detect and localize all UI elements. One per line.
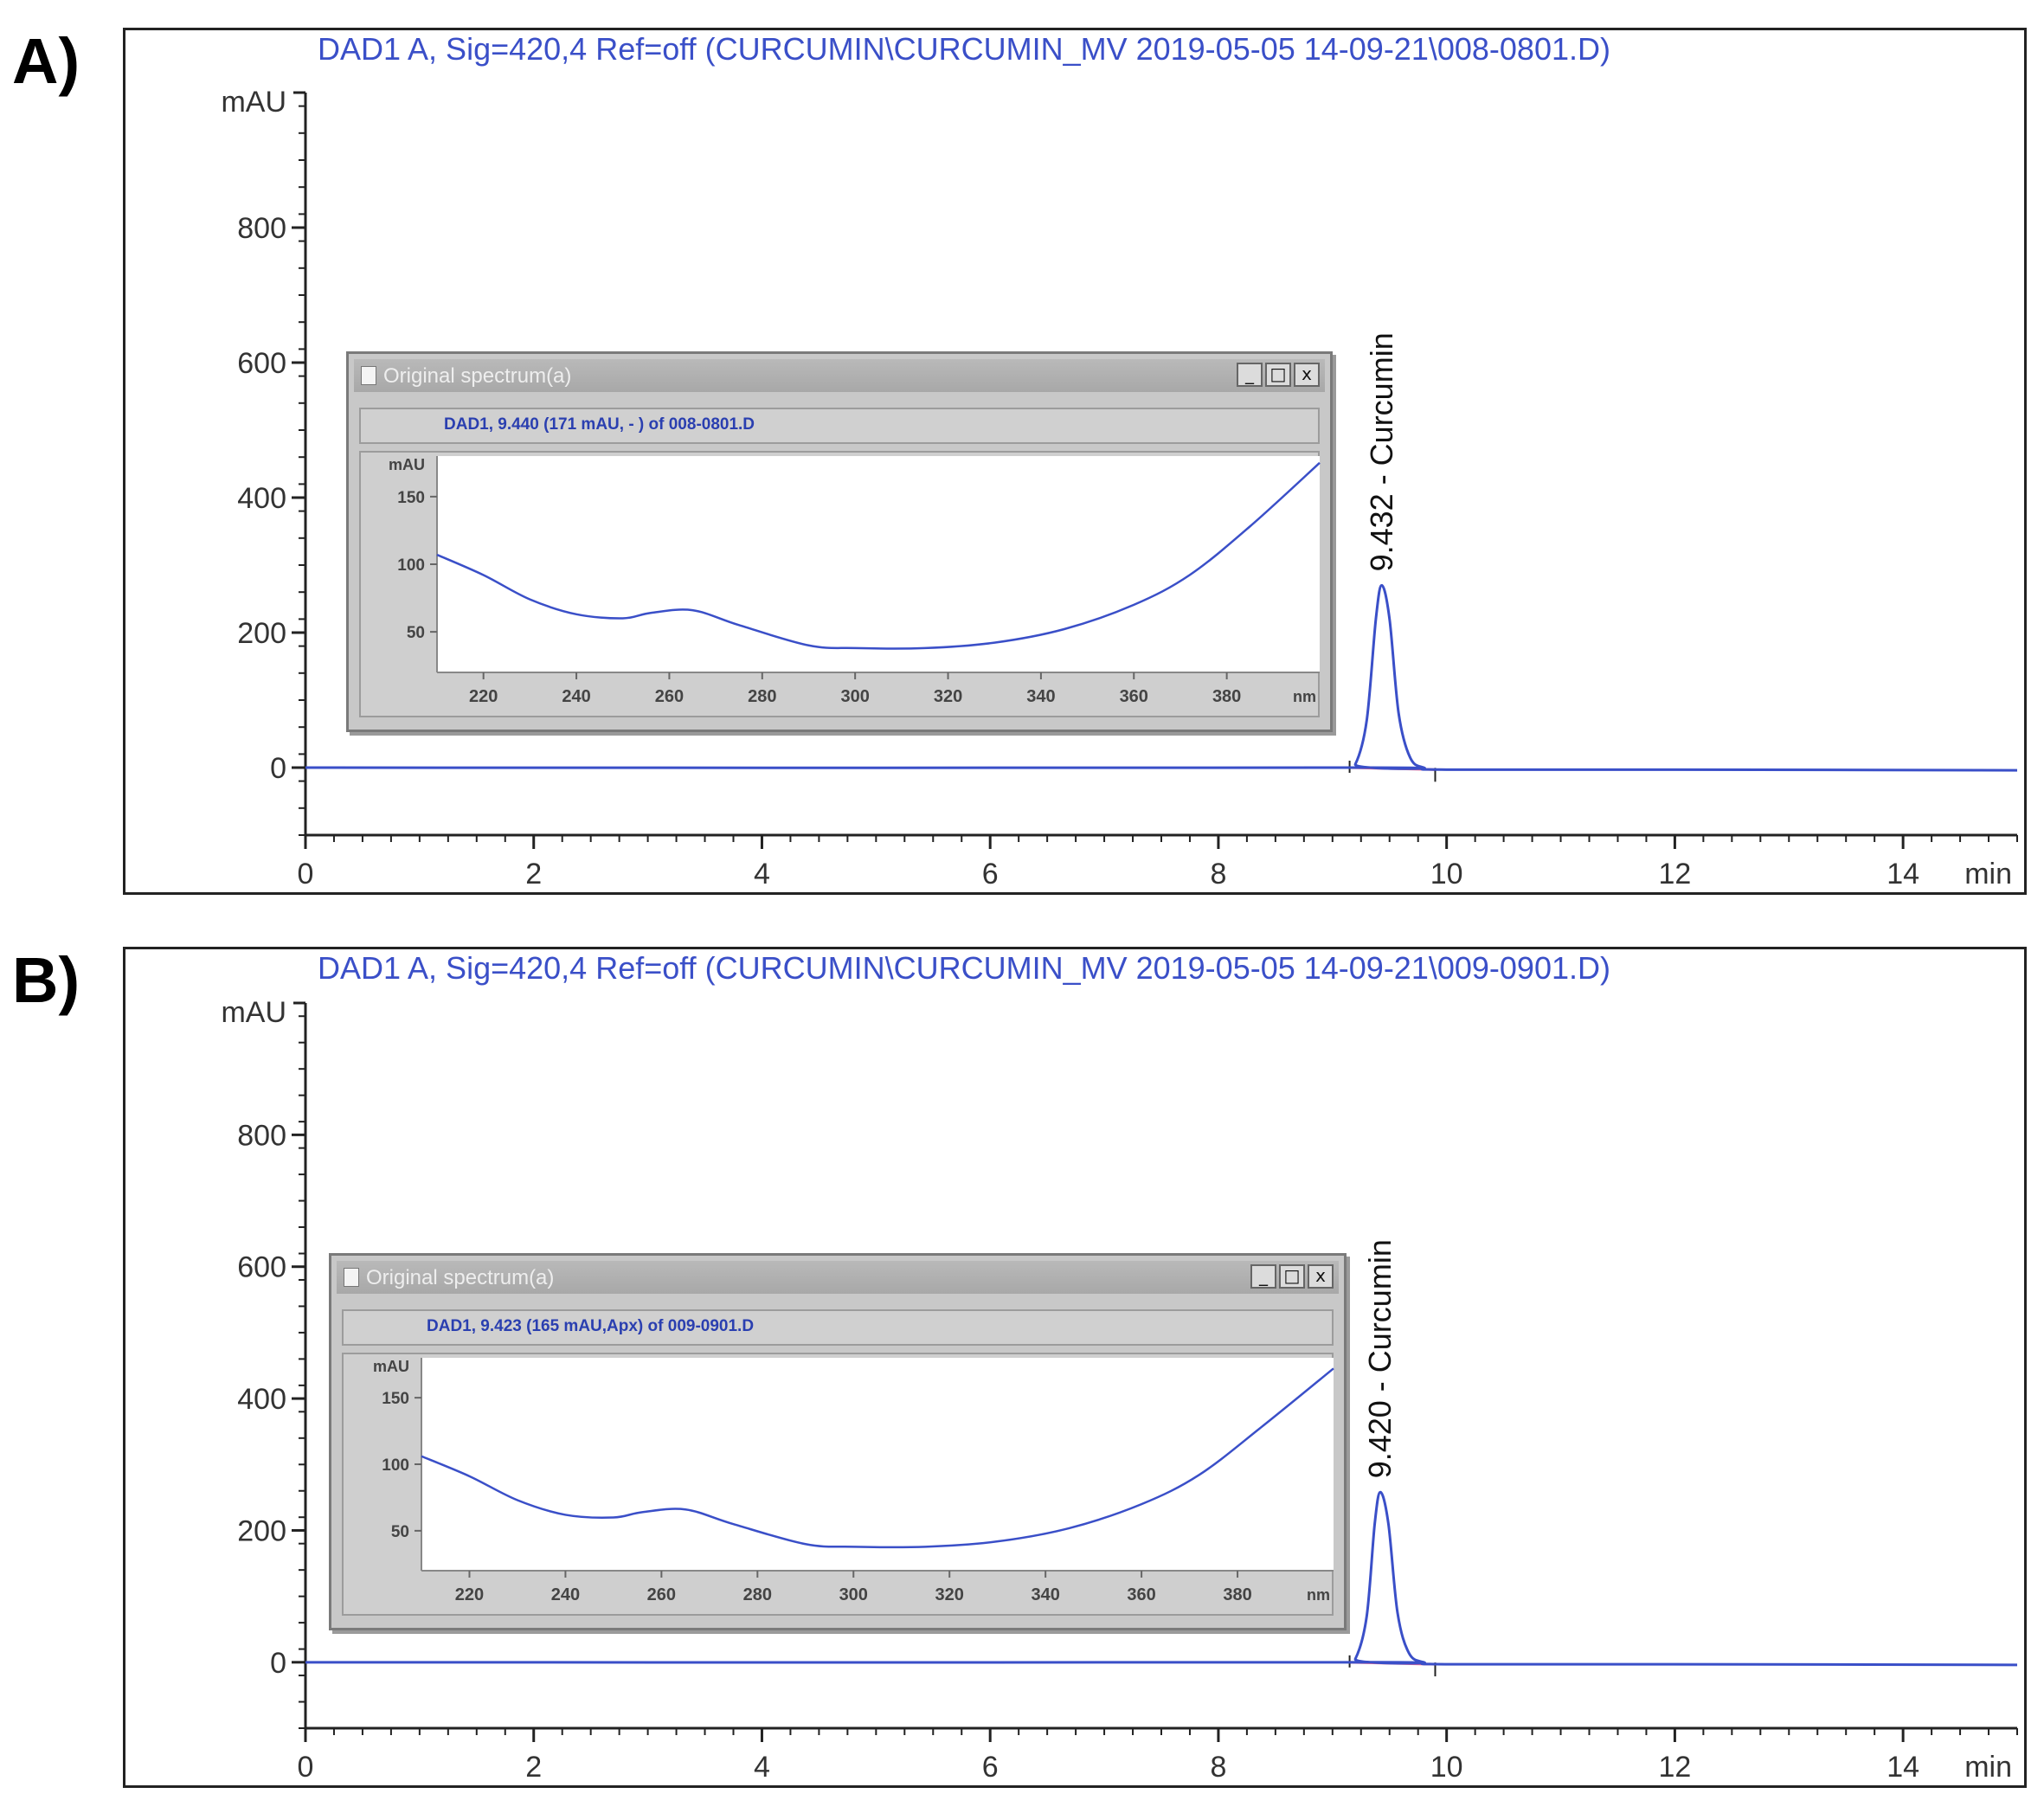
y-axis-unit: mAU: [221, 86, 286, 119]
spectrum-x-tick-label: 380: [1223, 1585, 1251, 1604]
x-tick-label: 4: [754, 1751, 770, 1784]
y-tick-label: 200: [237, 617, 286, 650]
spectrum-x-tick-label: 240: [562, 687, 590, 706]
spectrum-x-tick-label: 360: [1120, 687, 1148, 706]
spectrum-x-tick-label: 300: [839, 1585, 868, 1604]
minimize-button[interactable]: _: [1237, 363, 1263, 387]
spectrum-x-tick-label: 360: [1127, 1585, 1155, 1604]
spectrum-info-bar: DAD1, 9.440 (171 mAU, - ) of 008-0801.D: [359, 408, 1320, 444]
spectrum-window-b[interactable]: Original spectrum(a) _ □ x DAD1, 9.423 (…: [329, 1253, 1347, 1630]
x-tick-label: 14: [1887, 1751, 1919, 1784]
x-tick-label: 8: [1210, 858, 1226, 890]
y-tick-label: 400: [237, 1383, 286, 1416]
spectrum-x-tick-label: 300: [840, 687, 869, 706]
spectrum-y-tick-label: 100: [397, 556, 425, 575]
spectrum-x-tick-label: 340: [1026, 687, 1055, 706]
maximize-button[interactable]: □: [1279, 1264, 1305, 1289]
spectrum-x-tick-label: 320: [934, 687, 962, 706]
spectrum-x-tick-label: 280: [748, 687, 776, 706]
peak-label: 9.432 - Curcumin: [1364, 332, 1399, 571]
spectrum-x-tick-label: 320: [935, 1585, 964, 1604]
peak-label: 9.420 - Curcumin: [1362, 1239, 1398, 1478]
chromatogram-trace: [305, 583, 2018, 772]
x-tick-label: 8: [1210, 1751, 1226, 1784]
y-axis-unit: mAU: [221, 996, 286, 1029]
spectrum-info-bar: DAD1, 9.423 (165 mAU,Apx) of 009-0901.D: [342, 1309, 1334, 1346]
panel-letter-b: B): [12, 944, 80, 1016]
spectrum-plot-b: 50 100 150 mAU 220 240 260 280 300 320 340 360 380 nm: [373, 1358, 1334, 1604]
x-tick-label: 10: [1430, 858, 1463, 890]
x-tick-label: 2: [525, 1751, 542, 1784]
spectrum-subtitle: DAD1, 9.423 (165 mAU,Apx) of 009-0901.D: [427, 1317, 755, 1335]
chart-header-title: DAD1 A, Sig=420,4 Ref=off (CURCUMIN\CURC…: [318, 950, 1610, 986]
document-icon: [361, 366, 376, 385]
spectrum-plot-area-a: 50 100 150 mAU 220 240 260 280 300 320 340 360 380 nm: [359, 451, 1321, 717]
maximize-button[interactable]: □: [1265, 363, 1291, 387]
x-tick-label: 2: [525, 858, 542, 890]
spectrum-x-tick-label: 220: [455, 1585, 484, 1604]
y-tick-label: 400: [237, 482, 286, 515]
spectrum-y-tick-label: 150: [397, 489, 425, 507]
chromatogram-trace: [305, 1490, 2018, 1667]
spectrum-y-unit: mAU: [373, 1358, 409, 1375]
spectrum-window-title: Original spectrum(a): [366, 1266, 555, 1289]
x-tick-label: 14: [1887, 858, 1919, 890]
spectrum-window-title: Original spectrum(a): [383, 364, 572, 388]
document-icon: [344, 1268, 359, 1287]
chart-header-title: DAD1 A, Sig=420,4 Ref=off (CURCUMIN\CURC…: [318, 31, 1610, 67]
y-tick-label: 200: [237, 1514, 286, 1547]
panel-letter-a: A): [12, 25, 80, 97]
spectrum-x-tick-label: 380: [1212, 687, 1241, 706]
spectrum-window-titlebar[interactable]: Original spectrum(a) _ □ x: [354, 359, 1325, 392]
spectrum-x-unit: nm: [1307, 1586, 1330, 1604]
spectrum-x-tick-label: 280: [743, 1585, 772, 1604]
chromatogram-b: DAD1 A, Sig=420,4 Ref=off (CURCUMIN\CURC…: [221, 950, 2018, 1784]
x-tick-label: 12: [1658, 858, 1691, 890]
spectrum-y-unit: mAU: [389, 456, 425, 473]
minimize-button[interactable]: _: [1250, 1264, 1276, 1289]
x-axis-unit: min: [1964, 1751, 2012, 1784]
y-tick-label: 800: [237, 212, 286, 245]
y-tick-label: 800: [237, 1119, 286, 1152]
y-tick-label: 0: [270, 1647, 286, 1680]
x-tick-label: 12: [1658, 1751, 1691, 1784]
y-tick-label: 0: [270, 752, 286, 785]
spectrum-canvas: [437, 456, 1320, 672]
x-tick-label: 0: [298, 858, 314, 890]
spectrum-x-tick-label: 340: [1031, 1585, 1059, 1604]
y-tick-label: 600: [237, 1251, 286, 1284]
spectrum-subtitle: DAD1, 9.440 (171 mAU, - ) of 008-0801.D: [444, 415, 755, 434]
spectrum-plot-a: 50 100 150 mAU 220 240 260 280 300 320 340 360 380 nm: [389, 456, 1321, 706]
x-tick-label: 6: [982, 858, 999, 890]
x-axis-unit: min: [1964, 858, 2012, 890]
spectrum-x-unit: nm: [1293, 688, 1316, 705]
x-tick-label: 4: [754, 858, 770, 890]
x-tick-label: 6: [982, 1751, 999, 1784]
y-tick-label: 600: [237, 347, 286, 380]
spectrum-x-tick-label: 260: [647, 1585, 676, 1604]
spectrum-plot-area-b: 50 100 150 mAU 220 240 260 280 300 320 340 360 380 nm: [342, 1353, 1334, 1616]
spectrum-window-titlebar[interactable]: Original spectrum(a) _ □ x: [337, 1261, 1339, 1294]
spectrum-y-tick-label: 150: [382, 1390, 409, 1408]
spectrum-trace: [436, 461, 1321, 650]
spectrum-x-tick-label: 240: [551, 1585, 580, 1604]
spectrum-x-tick-label: 260: [655, 687, 684, 706]
close-button[interactable]: x: [1294, 363, 1320, 387]
spectrum-x-tick-label: 220: [469, 687, 498, 706]
close-button[interactable]: x: [1308, 1264, 1334, 1289]
spectrum-y-tick-label: 50: [391, 1523, 409, 1541]
x-tick-label: 0: [298, 1751, 314, 1784]
spectrum-trace: [421, 1367, 1334, 1549]
spectrum-canvas: [421, 1358, 1334, 1571]
spectrum-window-a[interactable]: Original spectrum(a) _ □ x DAD1, 9.440 (…: [346, 351, 1333, 732]
spectrum-y-tick-label: 50: [407, 624, 425, 642]
chromatogram-a: DAD1 A, Sig=420,4 Ref=off (CURCUMIN\CURC…: [221, 31, 2018, 890]
x-tick-label: 10: [1430, 1751, 1463, 1784]
spectrum-y-tick-label: 100: [382, 1456, 409, 1475]
